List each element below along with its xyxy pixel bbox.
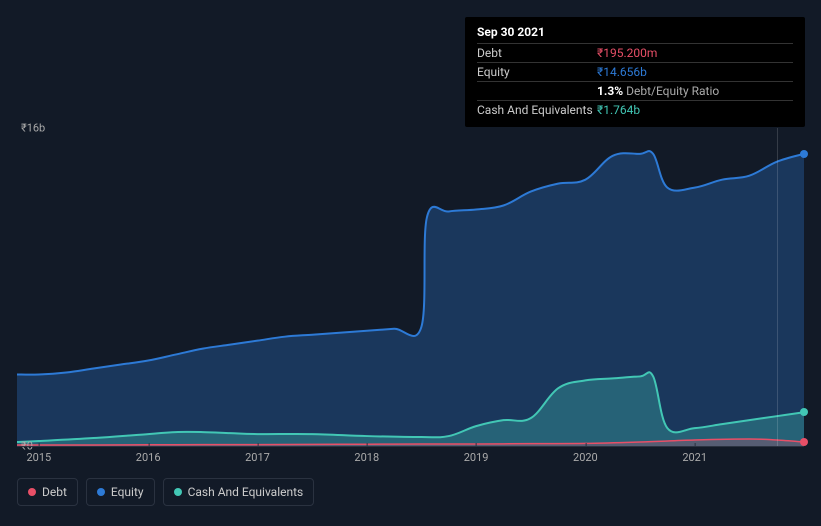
debt-end-dot: [800, 438, 808, 446]
tooltip-row-label: Equity: [477, 65, 597, 79]
tooltip-row: Debt₹195.200m: [477, 43, 793, 62]
equity-end-dot: [800, 150, 808, 158]
legend-label: Cash And Equivalents: [188, 485, 304, 499]
x-axis: 2015 2016 2017 2018 2019 2020 2021: [17, 446, 804, 466]
tooltip-row: 1.3% Debt/Equity Ratio: [477, 81, 793, 100]
tooltip-row-label: [477, 84, 597, 98]
legend-dot-icon: [97, 488, 105, 496]
legend-dot-icon: [28, 488, 36, 496]
x-axis-tick: 2017: [245, 447, 270, 464]
equity-area: [17, 151, 804, 446]
legend-item-equity[interactable]: Equity: [86, 478, 155, 506]
legend-dot-icon: [174, 488, 182, 496]
tooltip-row: Cash And Equivalents₹1.764b: [477, 100, 793, 119]
x-axis-tick: 2019: [464, 447, 489, 464]
tooltip-row-value: 1.3% Debt/Equity Ratio: [597, 84, 719, 98]
chart-svg: [17, 128, 804, 446]
chart-tooltip: Sep 30 2021 Debt₹195.200mEquity₹14.656b1…: [465, 17, 805, 127]
x-axis-tick: 2021: [682, 447, 707, 464]
legend-item-debt[interactable]: Debt: [17, 478, 78, 506]
legend-label: Equity: [111, 485, 144, 499]
tooltip-row: Equity₹14.656b: [477, 62, 793, 81]
tooltip-row-value: ₹14.656b: [597, 65, 647, 79]
x-axis-tick: 2015: [26, 447, 51, 464]
legend: Debt Equity Cash And Equivalents: [17, 478, 314, 506]
tooltip-row-label: Cash And Equivalents: [477, 103, 597, 117]
chart-area: ₹16b₹0: [17, 128, 804, 446]
cash-end-dot: [800, 408, 808, 416]
legend-label: Debt: [42, 485, 67, 499]
tooltip-date: Sep 30 2021: [477, 25, 793, 39]
tooltip-rows: Debt₹195.200mEquity₹14.656b1.3% Debt/Equ…: [477, 43, 793, 119]
legend-item-cash-and-equivalents[interactable]: Cash And Equivalents: [163, 478, 315, 506]
x-axis-tick: 2018: [354, 447, 379, 464]
hover-marker-line: [777, 128, 778, 446]
x-axis-tick: 2020: [573, 447, 598, 464]
x-axis-tick: 2016: [136, 447, 161, 464]
tooltip-row-value: ₹1.764b: [597, 103, 640, 117]
tooltip-row-value: ₹195.200m: [597, 46, 657, 60]
tooltip-row-label: Debt: [477, 46, 597, 60]
chart-plot[interactable]: [17, 128, 804, 446]
